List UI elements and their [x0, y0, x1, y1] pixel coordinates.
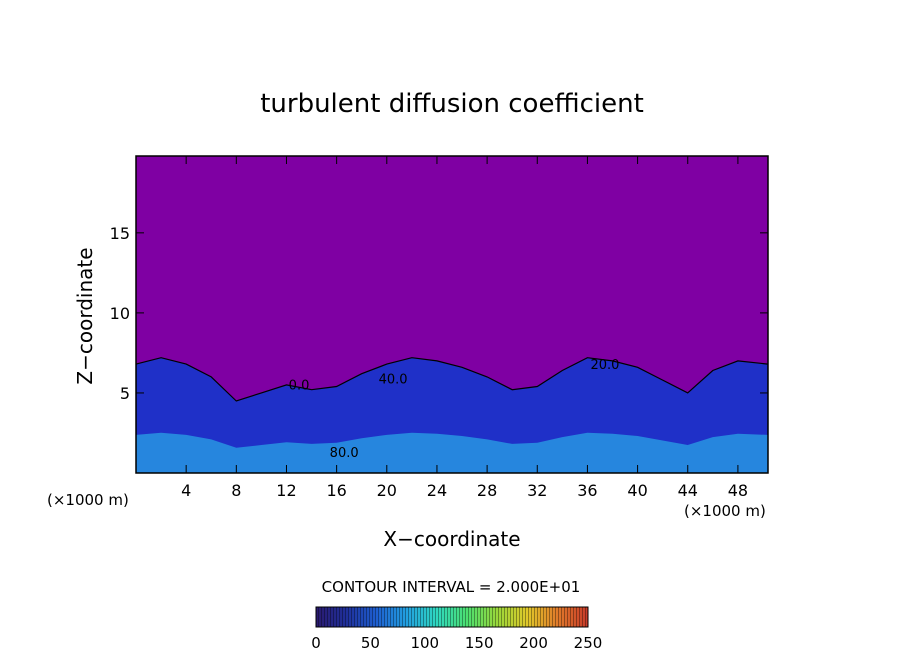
x-tick-label: 24: [427, 481, 447, 500]
x-axis-unit-right: (×1000 m): [684, 502, 766, 520]
y-tick-label: 5: [120, 384, 130, 403]
contour-interval-text: CONTOUR INTERVAL = 2.000E+01: [322, 578, 581, 596]
y-axis-ticks: 5 10 15: [110, 224, 768, 403]
x-tick-label: 32: [527, 481, 547, 500]
higher-diffusion-band: [136, 432, 768, 473]
turbulent-layer-contour: [136, 357, 768, 473]
x-axis-label: X−coordinate: [383, 527, 520, 551]
colorbar-tick-label: 0: [311, 634, 321, 652]
contour-labels: 0.0 40.0 20.0 80.0: [289, 358, 620, 461]
colorbar-ticks: 0 50 100 150 200 250: [311, 634, 602, 652]
x-tick-label: 8: [231, 481, 241, 500]
contour-label: 40.0: [379, 372, 408, 387]
colorbar-tick-label: 150: [465, 634, 494, 652]
contour-label: 0.0: [289, 379, 310, 394]
diffusion-field: [136, 357, 768, 473]
x-tick-label: 36: [577, 481, 597, 500]
colorbar-tick-label: 200: [519, 634, 548, 652]
plot-frame: [135, 155, 769, 474]
x-axis-ticks: 4 8 12 16 20 24 28 32 36 40 44 48: [181, 156, 748, 500]
contour-label: 20.0: [591, 358, 620, 373]
colorbar-frame: [315, 606, 589, 628]
colorbar: 0 50 100 150 200 250: [311, 606, 602, 652]
y-axis-label: Z−coordinate: [73, 247, 97, 384]
x-tick-label: 48: [728, 481, 748, 500]
x-tick-label: 20: [377, 481, 397, 500]
contour-label: 80.0: [330, 446, 359, 461]
x-tick-label: 44: [678, 481, 698, 500]
x-tick-label: 4: [181, 481, 191, 500]
x-tick-label: 16: [326, 481, 346, 500]
y-tick-label: 15: [110, 224, 130, 243]
y-tick-label: 10: [110, 304, 130, 323]
x-axis-unit-left: (×1000 m): [47, 491, 129, 509]
x-tick-label: 40: [627, 481, 647, 500]
chart-title: turbulent diffusion coefficient: [260, 89, 644, 119]
colorbar-tick-label: 50: [361, 634, 380, 652]
colorbar-stripes: [316, 607, 588, 627]
colorbar-tick-label: 100: [410, 634, 439, 652]
x-tick-label: 28: [477, 481, 497, 500]
colorbar-tick-label: 250: [574, 634, 603, 652]
x-tick-label: 12: [276, 481, 296, 500]
